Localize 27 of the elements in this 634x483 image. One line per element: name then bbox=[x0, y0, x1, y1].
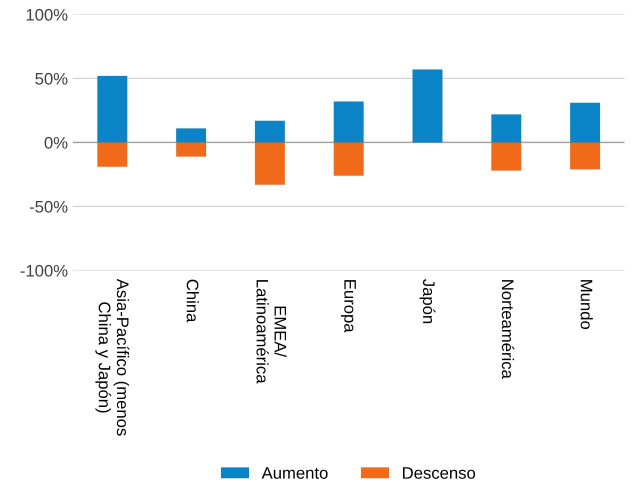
x-tick-label: Europa bbox=[340, 280, 356, 333]
bar bbox=[491, 114, 522, 142]
y-tick-label: -100% bbox=[20, 264, 68, 277]
bar bbox=[570, 142, 600, 170]
x-tick-label: Japón bbox=[420, 279, 436, 324]
bar bbox=[176, 142, 206, 157]
bar bbox=[412, 70, 442, 142]
bar bbox=[254, 142, 285, 185]
y-tick-label: 0% bbox=[44, 136, 68, 149]
bar bbox=[570, 102, 600, 142]
bar bbox=[97, 76, 128, 142]
y-tick-label: 100% bbox=[26, 8, 68, 21]
y-tick-label: -50% bbox=[30, 200, 68, 213]
bar bbox=[254, 120, 285, 142]
x-tick-label: Asia-Pacífico (menos China y Japón) bbox=[95, 278, 130, 436]
bar bbox=[334, 142, 364, 176]
x-tick-label: China bbox=[186, 280, 199, 322]
bar bbox=[97, 142, 128, 167]
x-tick-label: EMEA/ Latinoamérica bbox=[256, 280, 287, 384]
bar bbox=[334, 102, 364, 142]
legend-label: Descenso bbox=[403, 467, 476, 479]
bar bbox=[176, 128, 206, 142]
bar bbox=[491, 142, 522, 171]
x-tick-label: Norteamérica bbox=[502, 280, 514, 379]
x-tick-label: Mundo bbox=[580, 280, 593, 330]
legend-label: Aumento bbox=[262, 467, 328, 479]
y-tick-label: 50% bbox=[35, 72, 68, 85]
